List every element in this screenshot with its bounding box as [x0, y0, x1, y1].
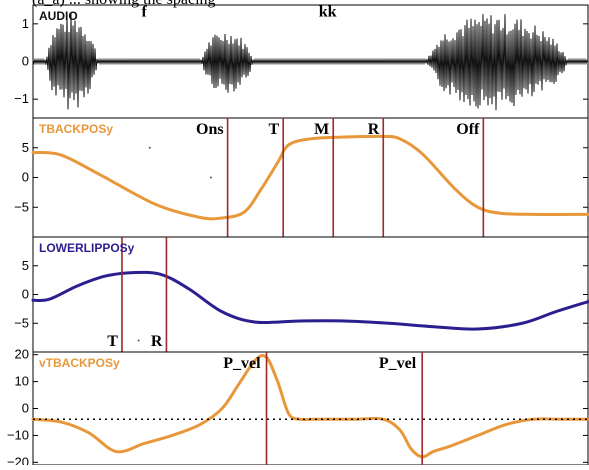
y-tick-label: −10	[7, 427, 29, 442]
y-tick-label: 0	[22, 54, 29, 69]
y-tick-label: 1	[22, 16, 29, 31]
panel-frame	[32, 117, 589, 238]
landmark-label: R	[368, 121, 380, 138]
audio-waveform	[32, 13, 588, 111]
series-line	[31, 134, 589, 221]
panel-title: LOWERLIPPOSy	[39, 241, 135, 255]
stray-dot	[209, 176, 212, 179]
y-tick-label: 10	[15, 374, 29, 389]
panel-lowerlipposy: 5 0 −5 T R LOWERLIPPOSy	[14, 236, 589, 353]
y-tick-label: 0	[22, 170, 29, 185]
landmark-label: R	[151, 333, 163, 350]
landmark-label: T	[107, 333, 118, 350]
landmark-label: P_vel	[379, 355, 417, 372]
audio-annotation: f	[142, 3, 148, 20]
panel-title: TBACKPOSy	[39, 122, 113, 136]
y-tick-label: −5	[14, 199, 29, 214]
y-tick-label: −1	[14, 91, 29, 106]
landmark-label: Ons	[196, 121, 224, 138]
stray-dot	[137, 339, 140, 342]
landmark-label: M	[314, 121, 329, 138]
panel-audio: 1 0 −1 f kk AUDIO	[14, 3, 589, 119]
landmark-label: P_vel	[223, 355, 261, 372]
top-caption: (a_a) ... showing the spacing	[32, 0, 216, 8]
landmark-label: Off	[456, 121, 480, 138]
series-line	[31, 353, 589, 459]
stray-dot	[148, 146, 151, 149]
panel-tbackposy: 5 0 −5 Ons T M R Off TBACKPOSy	[14, 117, 589, 238]
panel-title: vTBACKPOSy	[39, 356, 120, 370]
landmark-label: T	[269, 121, 280, 138]
panel-vtbackposy: 20 10 0 −10 −20 P_vel P_vel vTBACKPOSy	[7, 347, 589, 469]
y-tick-label: −20	[7, 454, 29, 465]
audio-annotation: kk	[319, 3, 337, 20]
y-tick-label: 0	[22, 287, 29, 302]
y-tick-label: 5	[22, 140, 29, 155]
y-tick-label: 5	[22, 258, 29, 273]
panel-title: AUDIO	[39, 9, 78, 23]
y-tick-label: 0	[22, 401, 29, 416]
y-tick-label: 20	[15, 347, 29, 362]
series-line	[31, 270, 589, 331]
y-tick-label: −5	[14, 315, 29, 330]
